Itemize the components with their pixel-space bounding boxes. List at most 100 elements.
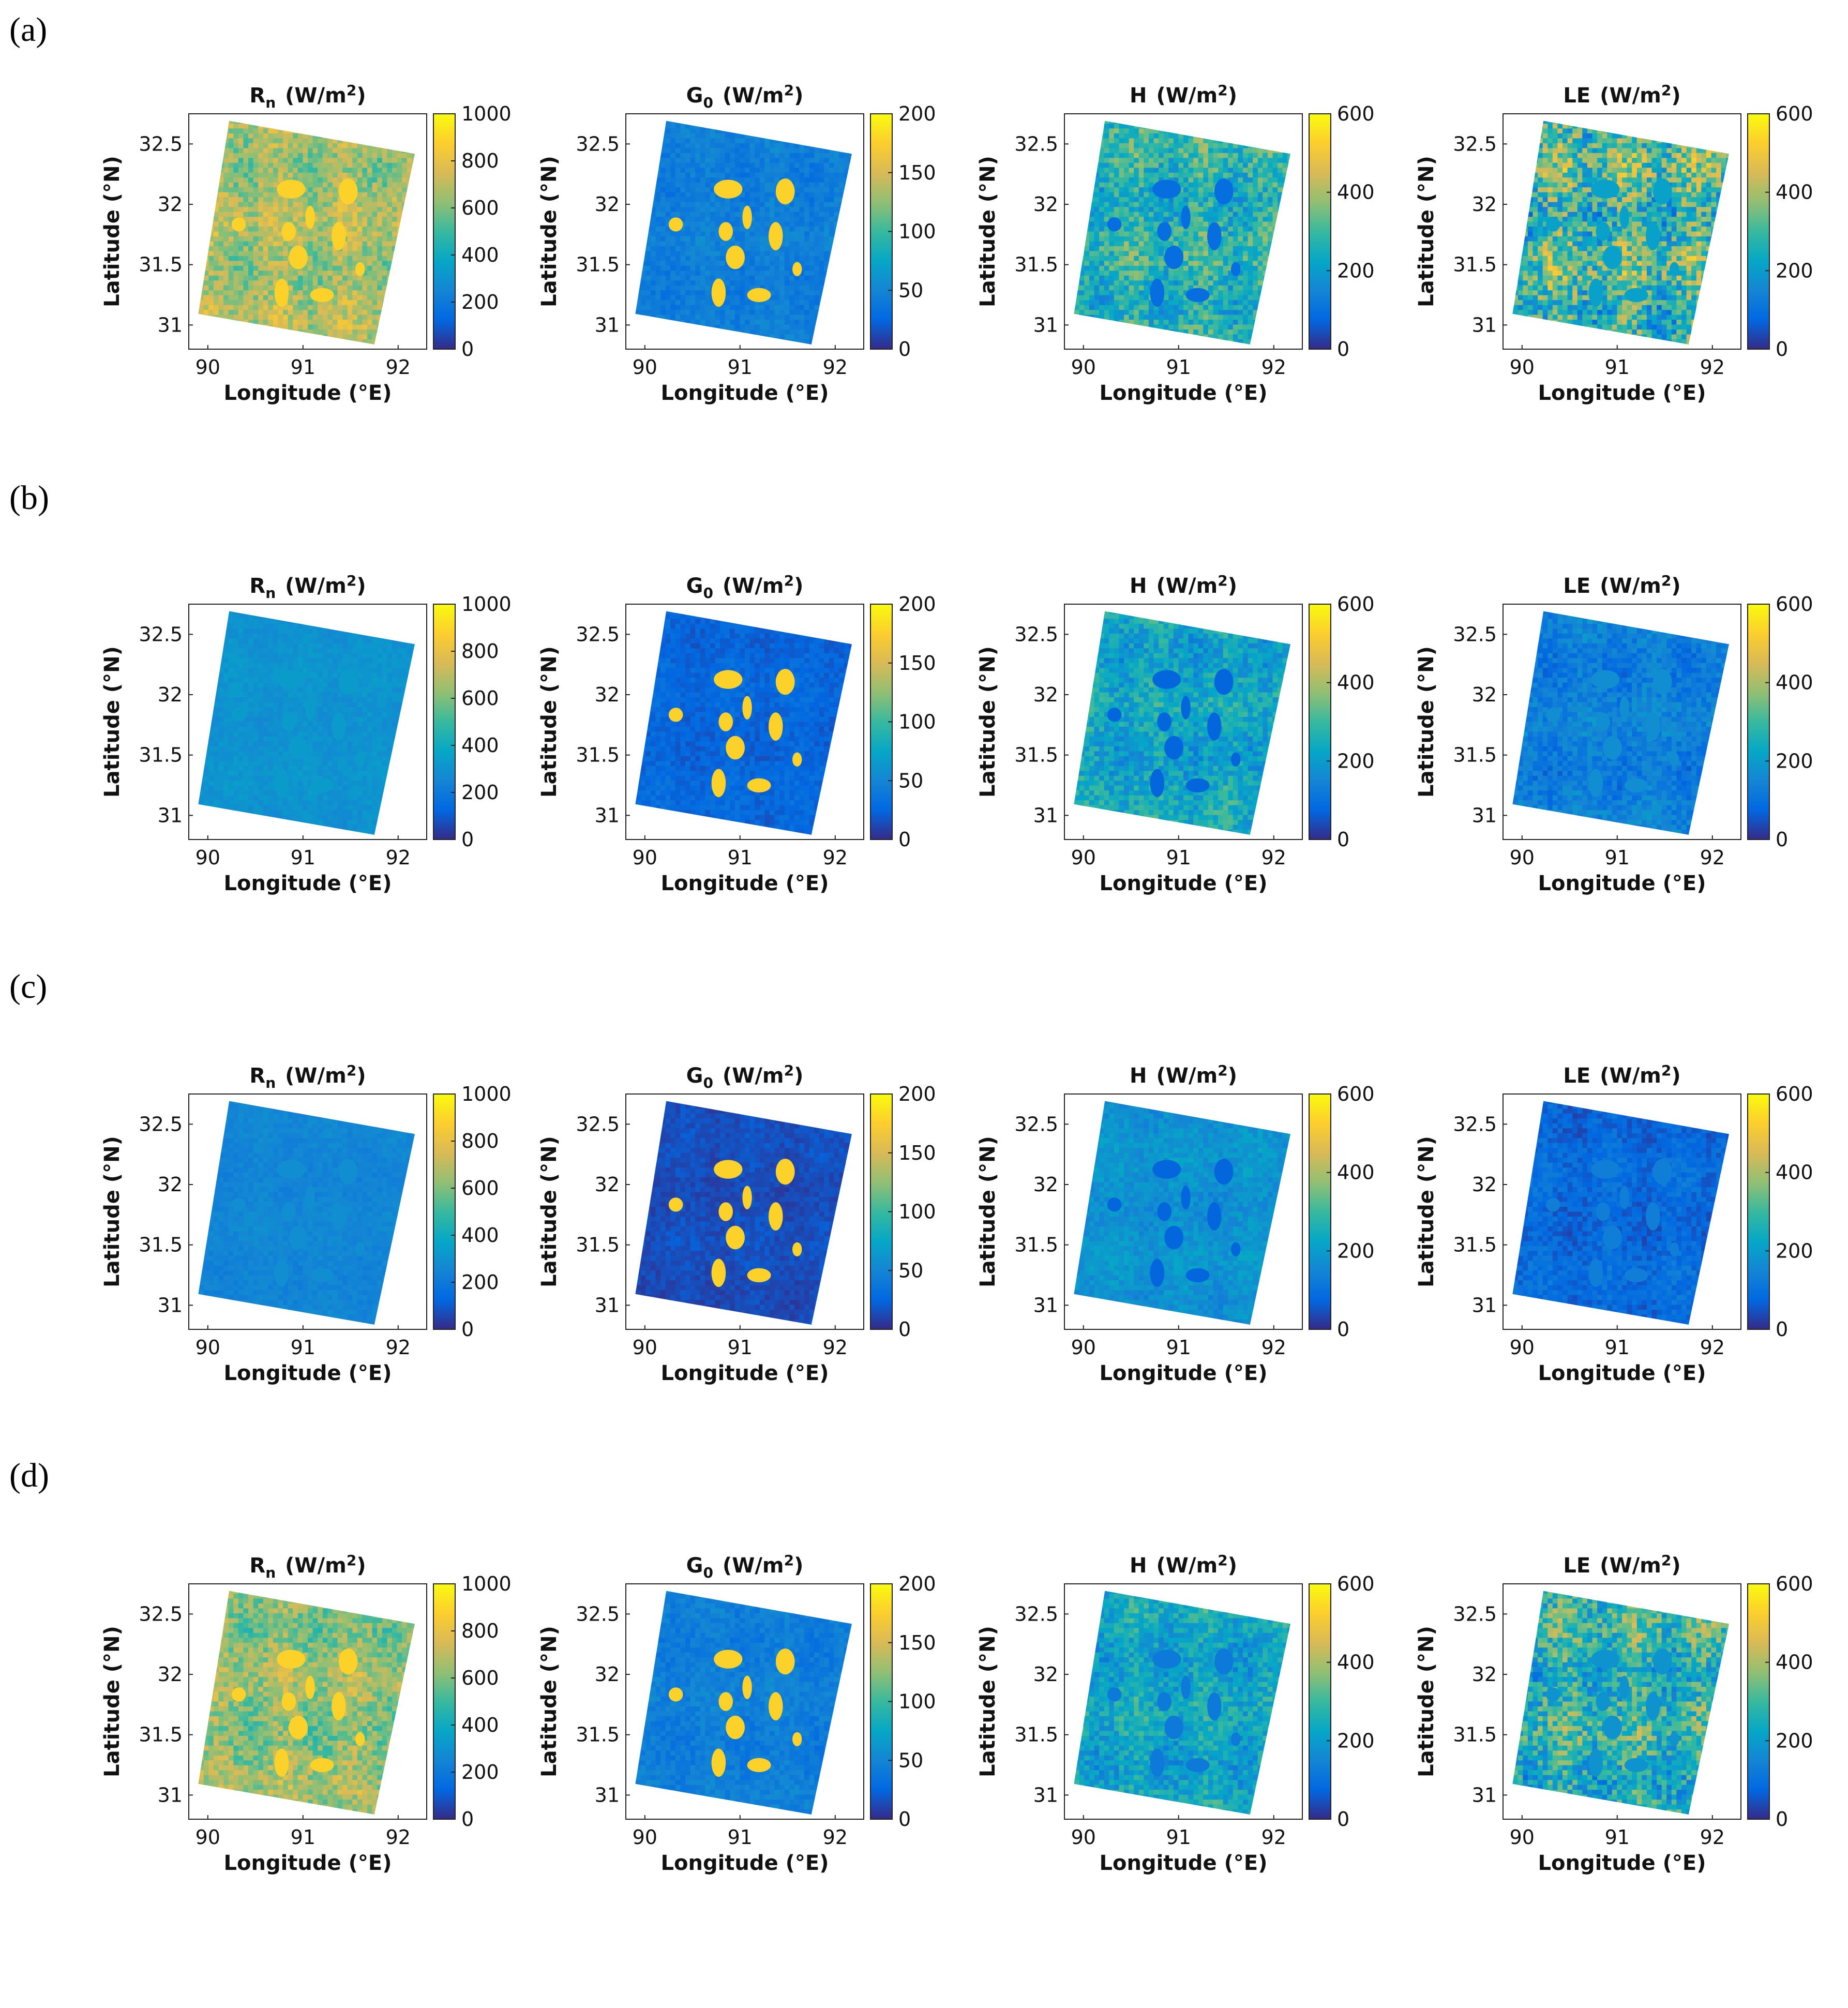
- x-tick-label: 92: [386, 1826, 411, 1849]
- y-tick-label: 31.5: [576, 744, 620, 767]
- lake-patch: [289, 736, 308, 760]
- lake-patch: [1150, 1749, 1165, 1777]
- y-tick-label: 31.5: [139, 744, 183, 767]
- colorbar: [1309, 1584, 1331, 1819]
- lake-patch: [355, 753, 365, 767]
- lake-patch: [1603, 1716, 1622, 1740]
- x-tick-label: 91: [1605, 1336, 1630, 1359]
- lake-patch: [1625, 778, 1648, 792]
- x-tick-label: 90: [1071, 1336, 1096, 1359]
- y-tick-label: 31: [595, 1784, 620, 1806]
- x-tick-label: 90: [1071, 356, 1096, 379]
- lake-patch: [747, 1268, 771, 1282]
- lake-patch: [714, 1650, 742, 1668]
- y-tick-label: 31: [595, 804, 620, 827]
- lake-patch: [776, 1649, 795, 1674]
- panel-title: Rn(W/m2): [249, 572, 366, 602]
- colorbar-tick-label: 200: [1776, 259, 1813, 282]
- lake-patch: [232, 1687, 246, 1701]
- raster-footprint: [189, 1094, 427, 1330]
- lake-patch: [281, 712, 296, 731]
- colorbar-tick-label: 600: [1776, 102, 1813, 125]
- y-tick-label: 32: [1033, 683, 1058, 706]
- x-tick-label: 92: [1700, 1336, 1725, 1359]
- lake-patch: [718, 1202, 733, 1221]
- y-tick-label: 32.5: [1453, 623, 1497, 646]
- colorbar-tick-label: 0: [461, 1318, 474, 1341]
- colorbar-tick-label: 0: [1776, 828, 1788, 851]
- lake-patch: [332, 1202, 346, 1231]
- lake-patch: [289, 246, 308, 269]
- colorbar: [1748, 604, 1769, 840]
- x-tick-label: 90: [633, 356, 657, 379]
- lake-patch: [1546, 1687, 1560, 1701]
- colorbar-tick-label: 0: [898, 1318, 911, 1341]
- lake-patch: [281, 222, 296, 241]
- colorbar-tick-label: 600: [461, 1667, 499, 1689]
- colorbar: [1309, 604, 1331, 840]
- lake-patch: [1646, 1202, 1660, 1231]
- lake-patch: [305, 205, 314, 229]
- lake-patch: [776, 178, 795, 204]
- panel-title: G0(W/m2): [686, 1062, 804, 1091]
- lake-patch: [1603, 1226, 1622, 1250]
- lake-patch: [339, 1649, 358, 1674]
- y-tick-label: 32: [1472, 1173, 1497, 1196]
- lake-patch: [232, 1197, 246, 1211]
- colorbar-tick-label: 200: [461, 1271, 499, 1294]
- x-tick-label: 91: [1605, 846, 1630, 869]
- x-tick-label: 91: [1605, 356, 1630, 379]
- lake-patch: [1596, 1692, 1610, 1711]
- lake-patch: [714, 179, 742, 198]
- y-tick-label: 31.5: [139, 1724, 183, 1746]
- lake-patch: [277, 179, 305, 198]
- lake-patch: [712, 279, 726, 307]
- colorbar-tick-label: 400: [461, 1224, 499, 1247]
- colorbar-tick-label: 400: [461, 734, 499, 757]
- lake-patch: [1214, 1649, 1234, 1674]
- colorbar-tick-label: 400: [1337, 671, 1375, 694]
- x-tick-label: 91: [291, 1336, 315, 1359]
- lake-patch: [310, 1758, 334, 1772]
- raster-footprint: [1064, 1094, 1303, 1330]
- y-axis-label: Latitude (°N): [976, 1626, 1000, 1777]
- raster-footprint: [626, 1584, 864, 1820]
- lake-patch: [1181, 696, 1190, 720]
- lake-patch: [769, 712, 783, 741]
- panel-title: Rn(W/m2): [249, 82, 366, 111]
- lake-patch: [1157, 1692, 1171, 1711]
- colorbar: [1309, 114, 1331, 349]
- y-tick-label: 32: [1033, 1173, 1058, 1196]
- lake-patch: [1164, 1226, 1183, 1250]
- x-tick-label: 92: [823, 846, 848, 869]
- x-tick-label: 92: [386, 1336, 411, 1359]
- colorbar-tick-label: 400: [1337, 181, 1375, 204]
- lake-patch: [1207, 1692, 1222, 1720]
- lake-patch: [769, 222, 783, 250]
- colorbar-tick-label: 50: [898, 1259, 923, 1282]
- raster-footprint: [189, 1584, 427, 1820]
- lake-patch: [1670, 753, 1679, 767]
- raster-footprint: [1064, 114, 1303, 350]
- x-axis-label: Longitude (°E): [224, 1361, 392, 1385]
- x-tick-label: 92: [1261, 356, 1286, 379]
- x-tick-label: 92: [823, 356, 848, 379]
- lake-patch: [1107, 1687, 1122, 1701]
- lake-patch: [277, 1650, 305, 1668]
- lake-patch: [742, 205, 752, 229]
- lake-patch: [1207, 712, 1222, 741]
- y-axis-label: Latitude (°N): [100, 1136, 124, 1287]
- y-tick-label: 32: [1472, 1663, 1497, 1686]
- lake-patch: [1591, 670, 1619, 688]
- x-tick-label: 90: [1510, 1336, 1535, 1359]
- lake-patch: [1231, 753, 1240, 767]
- y-tick-label: 32.5: [1014, 1113, 1058, 1135]
- y-tick-label: 32.5: [139, 1602, 183, 1625]
- x-axis-label: Longitude (°E): [1100, 381, 1268, 405]
